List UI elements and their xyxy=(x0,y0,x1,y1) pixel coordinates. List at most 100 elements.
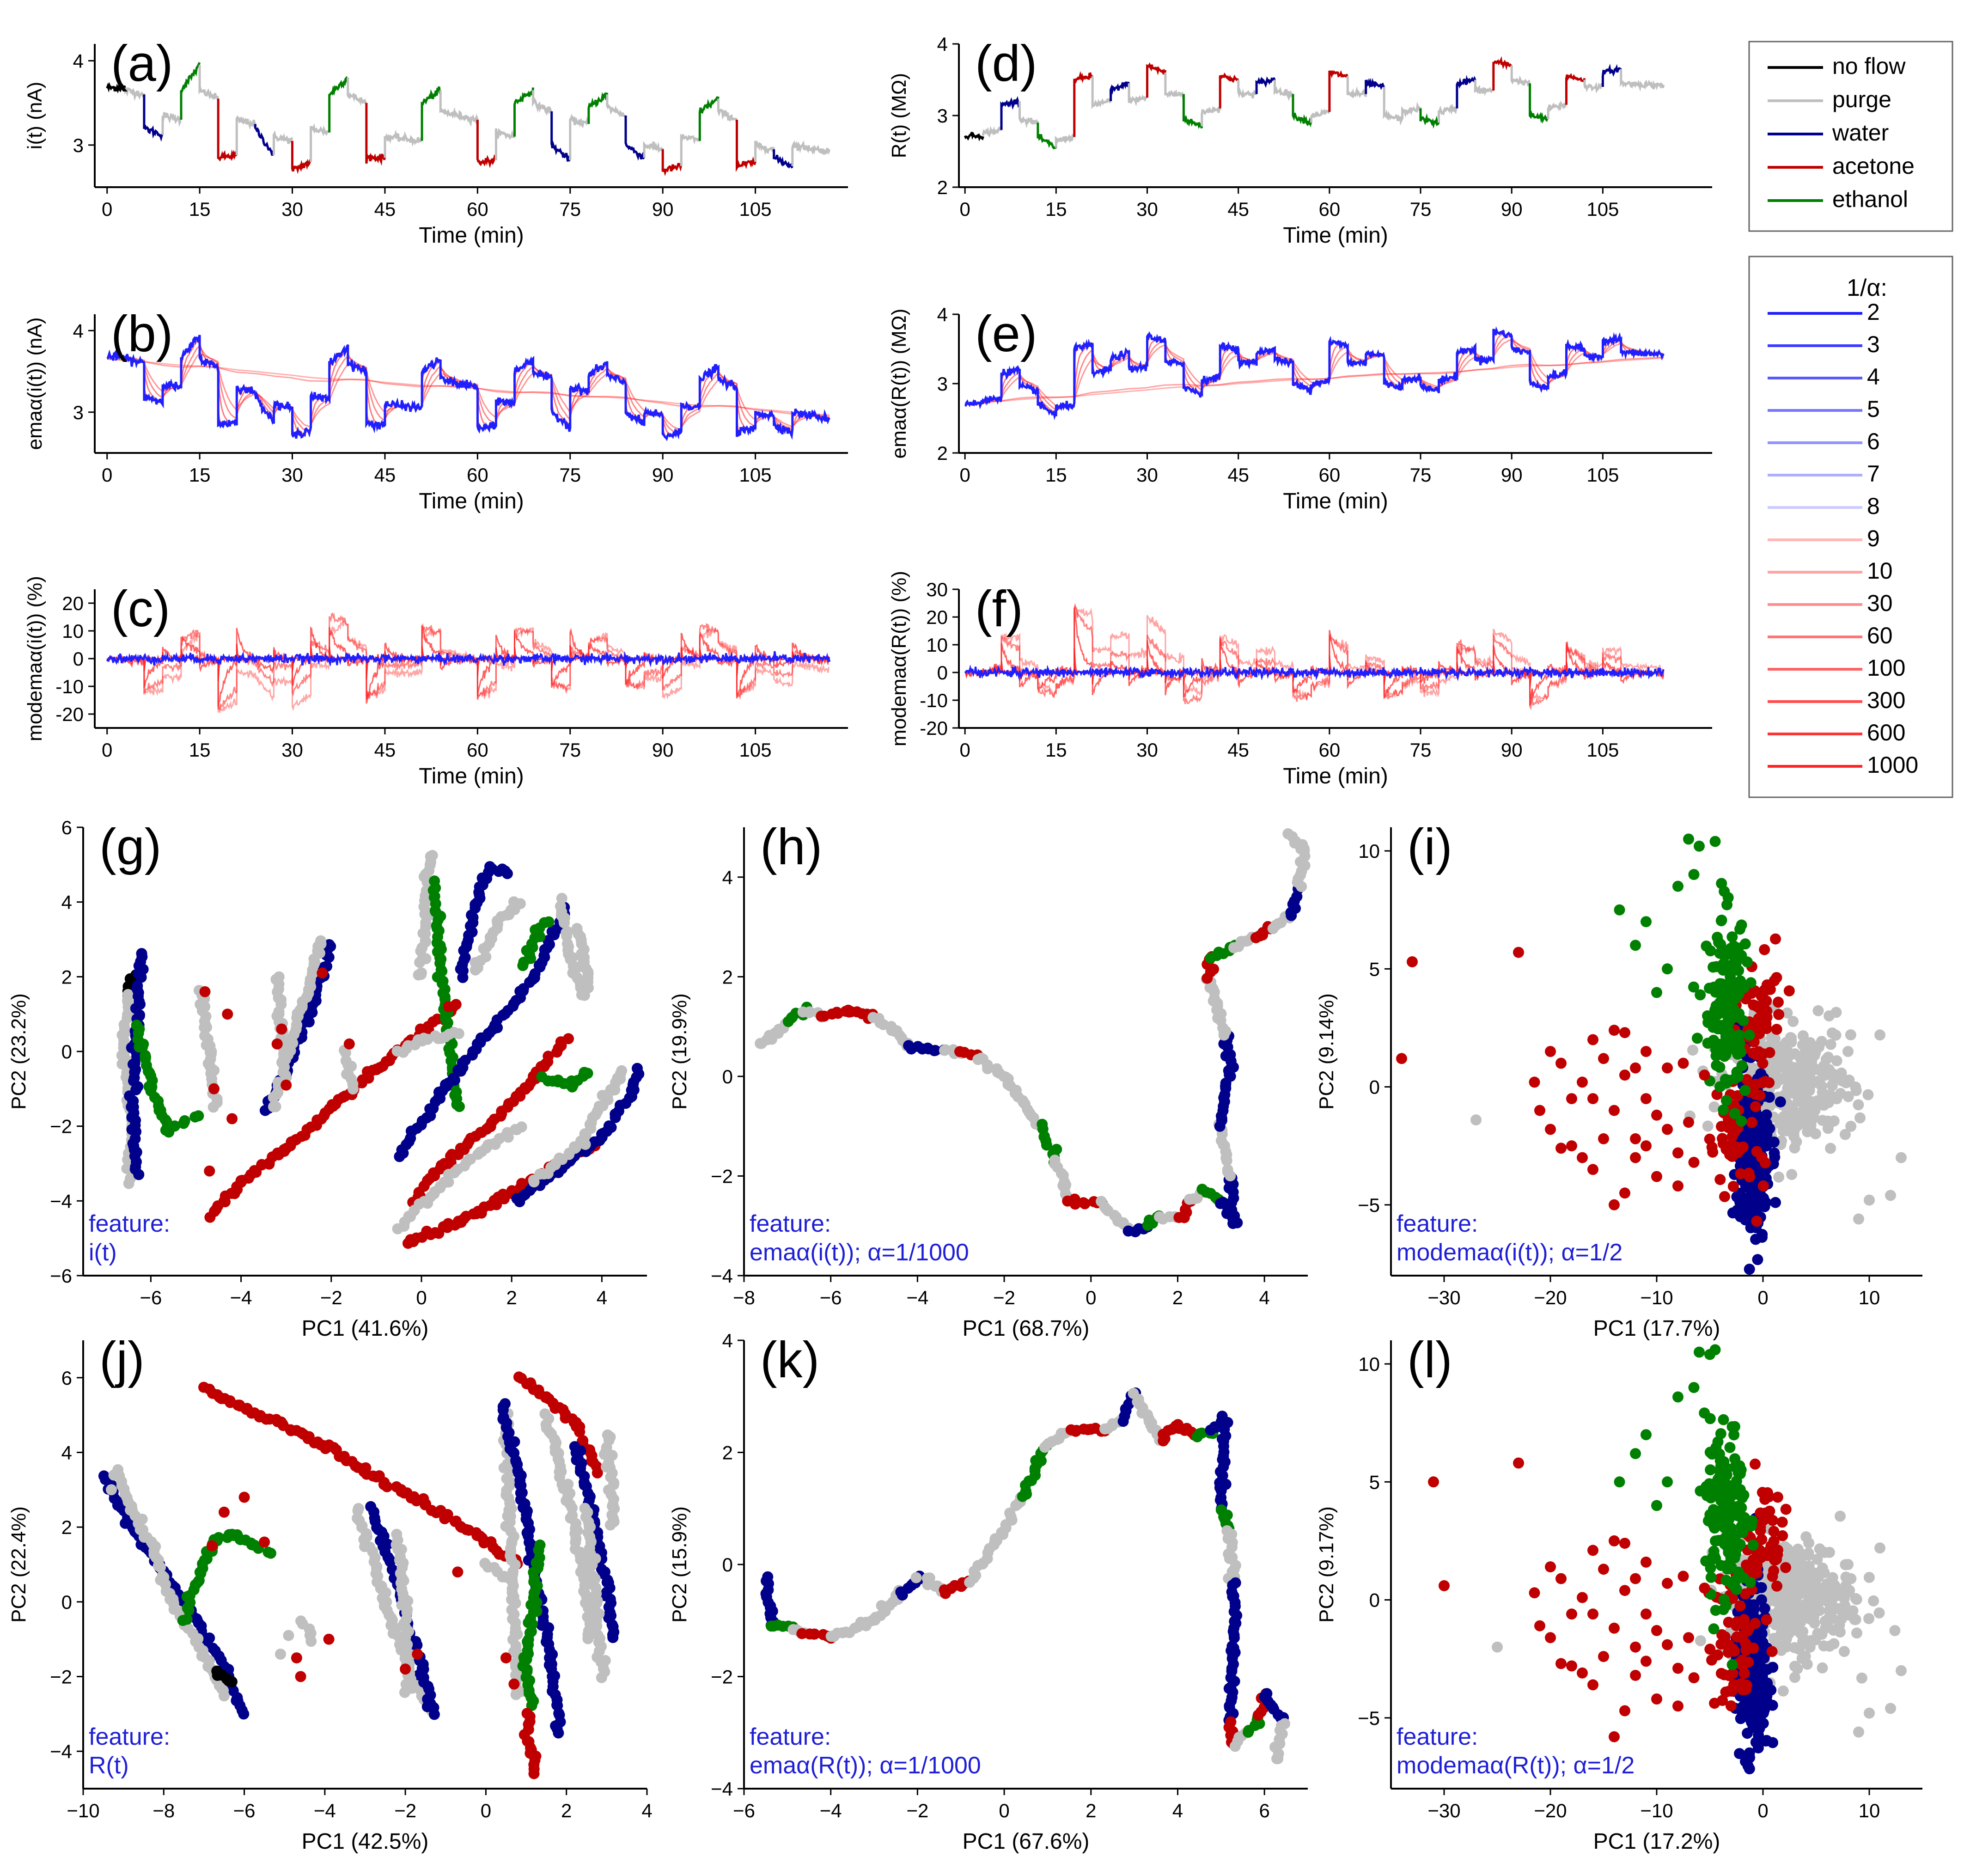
data-point xyxy=(1828,1625,1839,1636)
data-point xyxy=(1748,1182,1759,1193)
series-line-purge xyxy=(680,133,701,166)
data-point xyxy=(1750,1101,1761,1112)
data-point xyxy=(1739,1085,1751,1096)
series-line-acetone xyxy=(476,120,497,169)
x-tick-label: −2 xyxy=(394,1800,416,1821)
data-point xyxy=(415,967,427,978)
data-point xyxy=(1827,1080,1838,1091)
data-point xyxy=(1695,1635,1706,1646)
data-point xyxy=(1726,1643,1738,1655)
data-point xyxy=(1748,1130,1759,1142)
series-line-purge xyxy=(1620,69,1665,92)
data-point xyxy=(1688,981,1699,993)
x-tick-label: 15 xyxy=(189,198,211,220)
series-line-ethanol xyxy=(328,76,349,133)
data-point xyxy=(1754,1553,1765,1564)
series-line-purge xyxy=(310,123,330,162)
data-point xyxy=(1775,1096,1786,1108)
y-tick-label: −4 xyxy=(50,1190,72,1212)
data-point xyxy=(1769,1608,1781,1619)
x-tick-label: 75 xyxy=(1410,464,1432,486)
series-line-ethanol xyxy=(1419,108,1440,129)
data-point xyxy=(1789,1048,1800,1060)
data-point xyxy=(1630,940,1641,951)
data-point xyxy=(1750,1079,1761,1090)
data-point xyxy=(1772,1491,1783,1503)
x-axis-label: Time (min) xyxy=(1283,489,1388,513)
x-tick-label: 2 xyxy=(1086,1800,1096,1821)
data-point xyxy=(1734,1210,1746,1222)
y-axis-label: PC2 (22.4%) xyxy=(7,1506,30,1623)
x-tick-label: 15 xyxy=(189,739,211,761)
y-tick-label: 20 xyxy=(926,606,948,628)
data-point xyxy=(1545,1632,1556,1644)
data-point xyxy=(1759,944,1770,955)
data-point xyxy=(1835,1088,1846,1099)
y-tick-label: 4 xyxy=(722,867,733,888)
series-line-purge xyxy=(1237,79,1257,99)
data-point xyxy=(1720,1023,1731,1034)
x-tick-label: 4 xyxy=(1172,1800,1183,1821)
x-tick-label: 30 xyxy=(281,739,303,761)
x-tick-label: 15 xyxy=(1045,464,1067,486)
data-point xyxy=(1733,965,1744,976)
data-point xyxy=(1808,1103,1819,1114)
data-point xyxy=(559,917,570,929)
data-point xyxy=(443,1001,454,1012)
data-point xyxy=(1835,1510,1846,1522)
feature-label: feature: xyxy=(750,1723,831,1750)
y-axis-label: modemaα(i(t)) (%) xyxy=(24,576,46,741)
data-point xyxy=(582,1633,594,1644)
data-point xyxy=(553,1727,564,1739)
data-point xyxy=(1781,1007,1793,1019)
data-point xyxy=(1699,1407,1710,1419)
data-point xyxy=(1598,1651,1609,1662)
modema-line xyxy=(106,651,830,667)
x-tick-label: −2 xyxy=(906,1800,928,1821)
data-point xyxy=(1761,995,1772,1007)
data-point xyxy=(1555,1658,1567,1669)
ema-line xyxy=(107,343,830,433)
data-point xyxy=(1598,1133,1609,1144)
data-point xyxy=(1672,1391,1683,1403)
data-point xyxy=(1822,1123,1834,1134)
data-point xyxy=(206,1540,218,1552)
data-point xyxy=(1797,1600,1808,1611)
series-line-ethanol xyxy=(1529,83,1549,124)
data-point xyxy=(270,1101,281,1112)
feature-label: feature: xyxy=(750,1210,831,1237)
x-tick-label: 75 xyxy=(1410,739,1432,761)
data-point xyxy=(1826,1027,1838,1039)
x-tick-label: 15 xyxy=(1045,198,1067,220)
data-point xyxy=(1722,1559,1733,1571)
x-axis-label: PC1 (68.7%) xyxy=(963,1316,1090,1341)
data-point xyxy=(1814,1543,1825,1555)
data-point xyxy=(910,1572,922,1583)
y-tick-label: 2 xyxy=(937,442,948,464)
data-point xyxy=(604,1519,616,1531)
x-tick-label: −6 xyxy=(820,1287,842,1308)
alpha-legend-value: 6 xyxy=(1867,428,1880,454)
data-point xyxy=(1724,1686,1735,1697)
data-point xyxy=(1768,1526,1780,1537)
data-point xyxy=(1587,1034,1598,1045)
data-point xyxy=(1714,978,1726,990)
data-point xyxy=(1641,916,1652,928)
data-point xyxy=(1619,1027,1630,1039)
y-tick-label: −2 xyxy=(711,1165,733,1187)
series-line-purge xyxy=(1310,108,1330,123)
data-point xyxy=(271,1038,283,1050)
data-point xyxy=(1651,1109,1662,1121)
data-point xyxy=(1733,988,1744,1000)
data-point xyxy=(1723,1514,1735,1525)
x-tick-label: 2 xyxy=(1172,1287,1183,1308)
alpha-legend-box xyxy=(1748,256,1953,798)
x-tick-label: −20 xyxy=(1534,1287,1567,1308)
data-point xyxy=(1004,1507,1016,1519)
data-point xyxy=(1780,1562,1791,1573)
data-point xyxy=(1704,1644,1716,1655)
panel-label: (e) xyxy=(975,306,1037,362)
